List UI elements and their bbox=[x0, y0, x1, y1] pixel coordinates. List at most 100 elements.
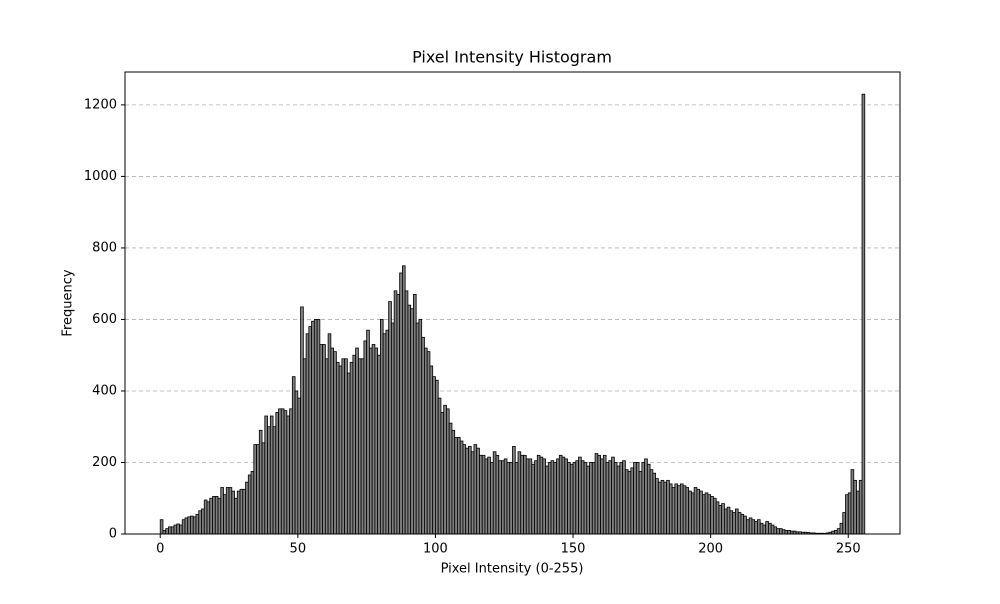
bar bbox=[217, 497, 222, 535]
bar bbox=[470, 451, 475, 535]
bar bbox=[206, 501, 211, 535]
bar bbox=[748, 517, 753, 535]
chart-title: Pixel Intensity Histogram bbox=[412, 48, 612, 67]
bar bbox=[258, 429, 263, 535]
bar bbox=[679, 483, 684, 535]
bar bbox=[682, 485, 687, 535]
bar bbox=[787, 530, 791, 535]
bar bbox=[547, 462, 552, 535]
bar bbox=[616, 465, 621, 535]
bar bbox=[357, 358, 362, 535]
bar bbox=[286, 415, 290, 535]
bar bbox=[534, 460, 538, 535]
bar bbox=[685, 487, 690, 535]
bar bbox=[536, 454, 541, 535]
bar bbox=[305, 333, 310, 535]
x-tick-label: 250 bbox=[836, 542, 861, 557]
bar bbox=[313, 319, 318, 535]
bar bbox=[267, 426, 271, 535]
bar bbox=[481, 454, 486, 535]
bar bbox=[176, 523, 180, 535]
bar bbox=[746, 519, 750, 535]
bar bbox=[435, 379, 439, 535]
y-tick-label: 1200 bbox=[84, 97, 117, 112]
bar bbox=[344, 358, 348, 535]
bar bbox=[528, 458, 533, 535]
bar bbox=[324, 358, 329, 535]
bar bbox=[410, 308, 414, 535]
bar bbox=[649, 469, 654, 535]
bar bbox=[586, 465, 590, 535]
bar bbox=[715, 501, 720, 535]
plot-frame bbox=[124, 71, 901, 535]
bar bbox=[523, 454, 527, 535]
bar bbox=[451, 429, 456, 535]
bar bbox=[231, 490, 235, 535]
bar bbox=[253, 444, 257, 535]
bar bbox=[311, 320, 315, 535]
bar bbox=[203, 499, 208, 535]
bar bbox=[688, 490, 692, 535]
y-tick-label: 0 bbox=[109, 527, 117, 542]
bar bbox=[278, 408, 282, 535]
bar bbox=[465, 447, 469, 535]
bar bbox=[289, 408, 293, 535]
bar bbox=[242, 488, 246, 535]
bar bbox=[784, 530, 789, 535]
bar bbox=[495, 454, 500, 535]
bar bbox=[503, 458, 508, 535]
bar bbox=[432, 376, 436, 535]
bar bbox=[418, 319, 423, 535]
bar bbox=[713, 497, 717, 535]
bar bbox=[382, 333, 387, 535]
bar bbox=[179, 524, 183, 535]
bar bbox=[589, 462, 593, 535]
bar bbox=[638, 471, 643, 535]
bar bbox=[657, 481, 662, 535]
bar bbox=[773, 526, 778, 535]
bar bbox=[173, 524, 178, 535]
bar bbox=[198, 510, 202, 535]
bar bbox=[291, 376, 296, 535]
bar bbox=[448, 422, 453, 535]
bar bbox=[335, 361, 340, 535]
bar bbox=[663, 481, 668, 535]
x-tick-label: 200 bbox=[698, 542, 723, 557]
bar bbox=[704, 492, 709, 535]
bar bbox=[677, 485, 681, 535]
bar bbox=[729, 510, 734, 535]
bar bbox=[402, 265, 406, 535]
bar bbox=[250, 471, 255, 535]
bar bbox=[627, 471, 632, 535]
bar bbox=[391, 322, 395, 535]
bar bbox=[399, 272, 403, 535]
bar bbox=[699, 490, 703, 535]
y-axis-label: Frequency bbox=[61, 269, 76, 336]
bar bbox=[363, 340, 368, 535]
bar bbox=[209, 497, 213, 535]
bar bbox=[608, 460, 612, 535]
bar bbox=[440, 412, 445, 535]
bar bbox=[220, 487, 224, 535]
bar bbox=[272, 426, 277, 535]
bar bbox=[693, 487, 698, 535]
bar bbox=[228, 487, 233, 535]
bar bbox=[564, 458, 568, 535]
bar bbox=[457, 437, 461, 535]
bar bbox=[368, 347, 373, 535]
bar bbox=[770, 524, 775, 535]
bar bbox=[850, 469, 855, 535]
bar bbox=[184, 517, 189, 535]
bar bbox=[333, 351, 337, 535]
bar bbox=[567, 462, 571, 535]
bar bbox=[740, 513, 745, 535]
bar bbox=[327, 333, 332, 535]
bar bbox=[539, 456, 544, 535]
bar bbox=[624, 469, 629, 535]
bar bbox=[319, 344, 324, 535]
bar bbox=[619, 462, 623, 535]
bar bbox=[550, 460, 555, 535]
bar bbox=[726, 506, 731, 535]
